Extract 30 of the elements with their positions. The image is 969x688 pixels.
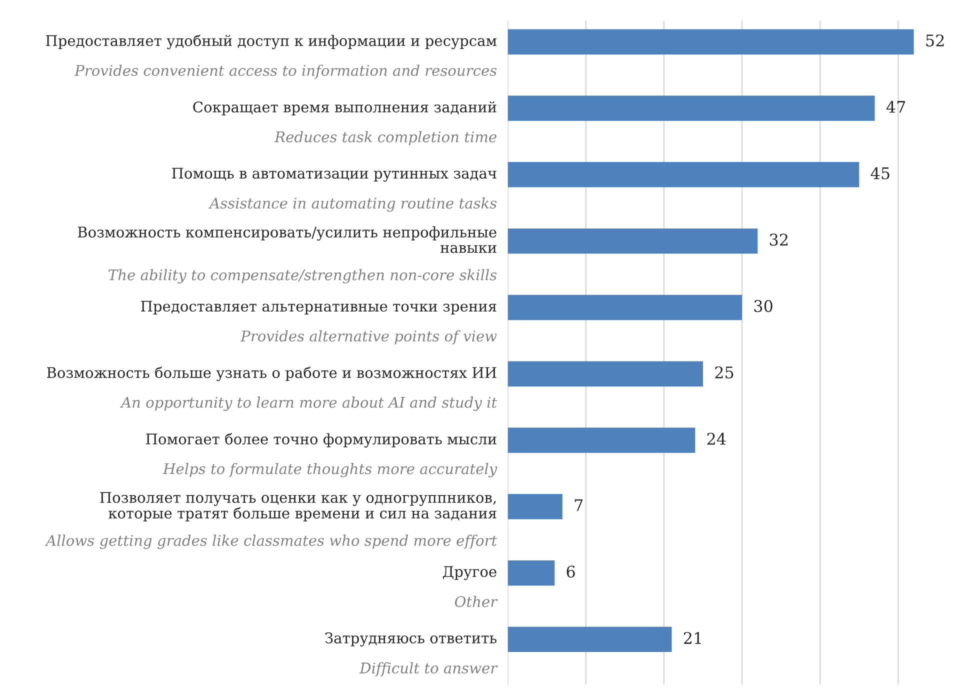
bar <box>508 294 742 320</box>
bar <box>508 494 562 520</box>
data-label: 7 <box>574 499 583 512</box>
y-tick-label: Предоставляет альтернативные точки зрения Provides alternative points of view <box>141 300 497 344</box>
data-label: 30 <box>754 300 772 312</box>
bar <box>508 626 672 652</box>
y-tick-label: Другое Other <box>443 566 498 608</box>
bar <box>508 96 875 121</box>
bar <box>508 560 555 586</box>
y-tick-label: Сокращает время выполнения заданий Reduces task completion time <box>193 101 496 146</box>
y-tick-label: Позволяет получать оценки как у одногруппников, которые тратят больше времени и сил на задания Allows getting grades like classmates who spend more effort <box>44 492 498 549</box>
data-label: 47 <box>886 100 906 113</box>
y-tick-label: Помогает более точно формулировать мысли Helps to formulate thoughts more accurately <box>146 432 498 478</box>
data-label: 24 <box>707 432 726 445</box>
data-label: 25 <box>715 366 734 378</box>
data-label: 6 <box>566 566 575 578</box>
bar <box>508 428 696 453</box>
bar <box>508 29 914 54</box>
y-tick-label: Затрудняюсь ответить Difficult to answer <box>325 632 498 676</box>
data-label: 52 <box>926 34 944 47</box>
data-label: 32 <box>770 234 788 246</box>
y-tick-label: Возможность больше узнать о работе и возможностях ИИ An opportunity to learn more about AI and study it <box>47 366 498 411</box>
y-tick-label: Помощь в автоматизации рутинных задач Assistance in automating routine tasks <box>172 168 497 212</box>
bar <box>508 361 703 386</box>
data-label: 21 <box>684 632 701 644</box>
bar <box>508 162 860 188</box>
bar <box>508 228 758 254</box>
y-tick-label: Предоставляет удобный доступ к информации и ресурсам Provides convenient access to information and resources <box>46 34 497 79</box>
data-label: 45 <box>870 167 890 180</box>
y-tick-label: Возможность компенсировать/усилить непрофильные навыки The ability to compensate/strengthen non-core skills <box>78 226 497 284</box>
